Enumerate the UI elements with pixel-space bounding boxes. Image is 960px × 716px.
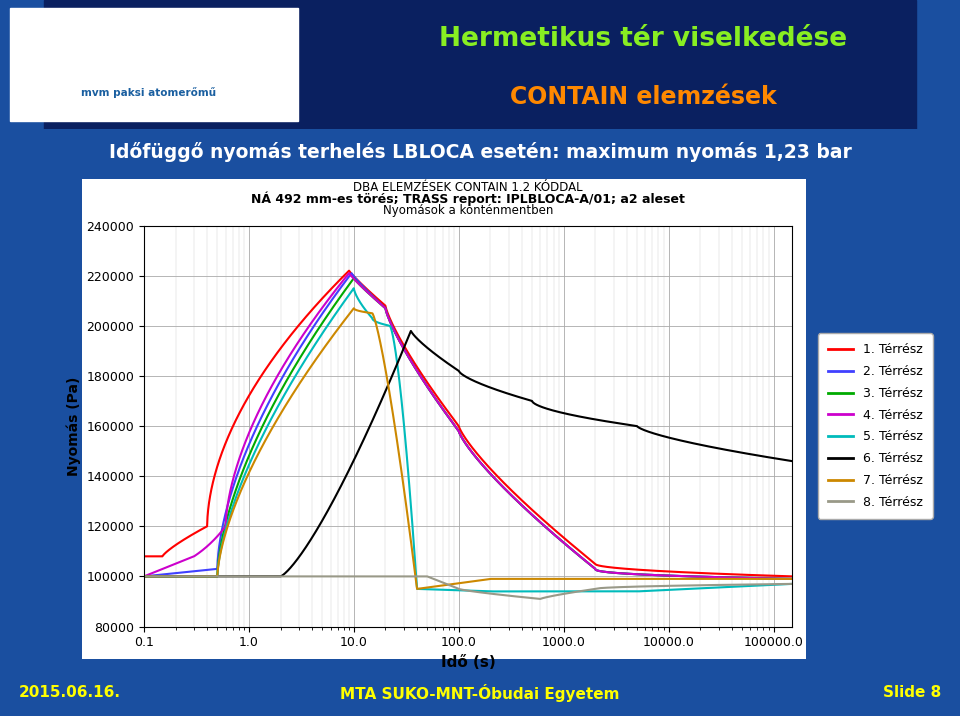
Bar (10, 8, 298, 121)
Text: Slide 8: Slide 8 (882, 685, 941, 700)
Text: mvm paksi atomerőmű: mvm paksi atomerőmű (82, 87, 216, 98)
Text: NÁ 492 mm-es törés; TRASS report: IPLBLOCA-A/01; a2 aleset: NÁ 492 mm-es törés; TRASS report: IPLBLO… (252, 192, 684, 206)
Text: 2015.06.16.: 2015.06.16. (19, 685, 121, 700)
X-axis label: Idő (s): Idő (s) (441, 654, 495, 669)
Text: Hermetikus tér viselkedése: Hermetikus tér viselkedése (439, 26, 848, 52)
Text: Időfüggő nyomás terhelés LBLOCA esetén: maximum nyomás 1,23 bar: Időfüggő nyomás terhelés LBLOCA esetén: … (108, 142, 852, 162)
Legend: 1. Térrész, 2. Térrész, 3. Térrész, 4. Térrész, 5. Térrész, 6. Térrész, 7. Térré: 1. Térrész, 2. Térrész, 3. Térrész, 4. T… (818, 334, 932, 518)
Text: MTA SUKO-MNT-Óbudai Egyetem: MTA SUKO-MNT-Óbudai Egyetem (340, 684, 620, 702)
Text: Nyomások a konténmentben: Nyomások a konténmentben (383, 204, 553, 217)
Y-axis label: Nyomás (Pa): Nyomás (Pa) (66, 377, 81, 475)
Text: CONTAIN elemzések: CONTAIN elemzések (510, 84, 777, 109)
Text: DBA ELEMZÉSEK CONTAIN 1.2 KÓDDAL: DBA ELEMZÉSEK CONTAIN 1.2 KÓDDAL (353, 181, 583, 194)
